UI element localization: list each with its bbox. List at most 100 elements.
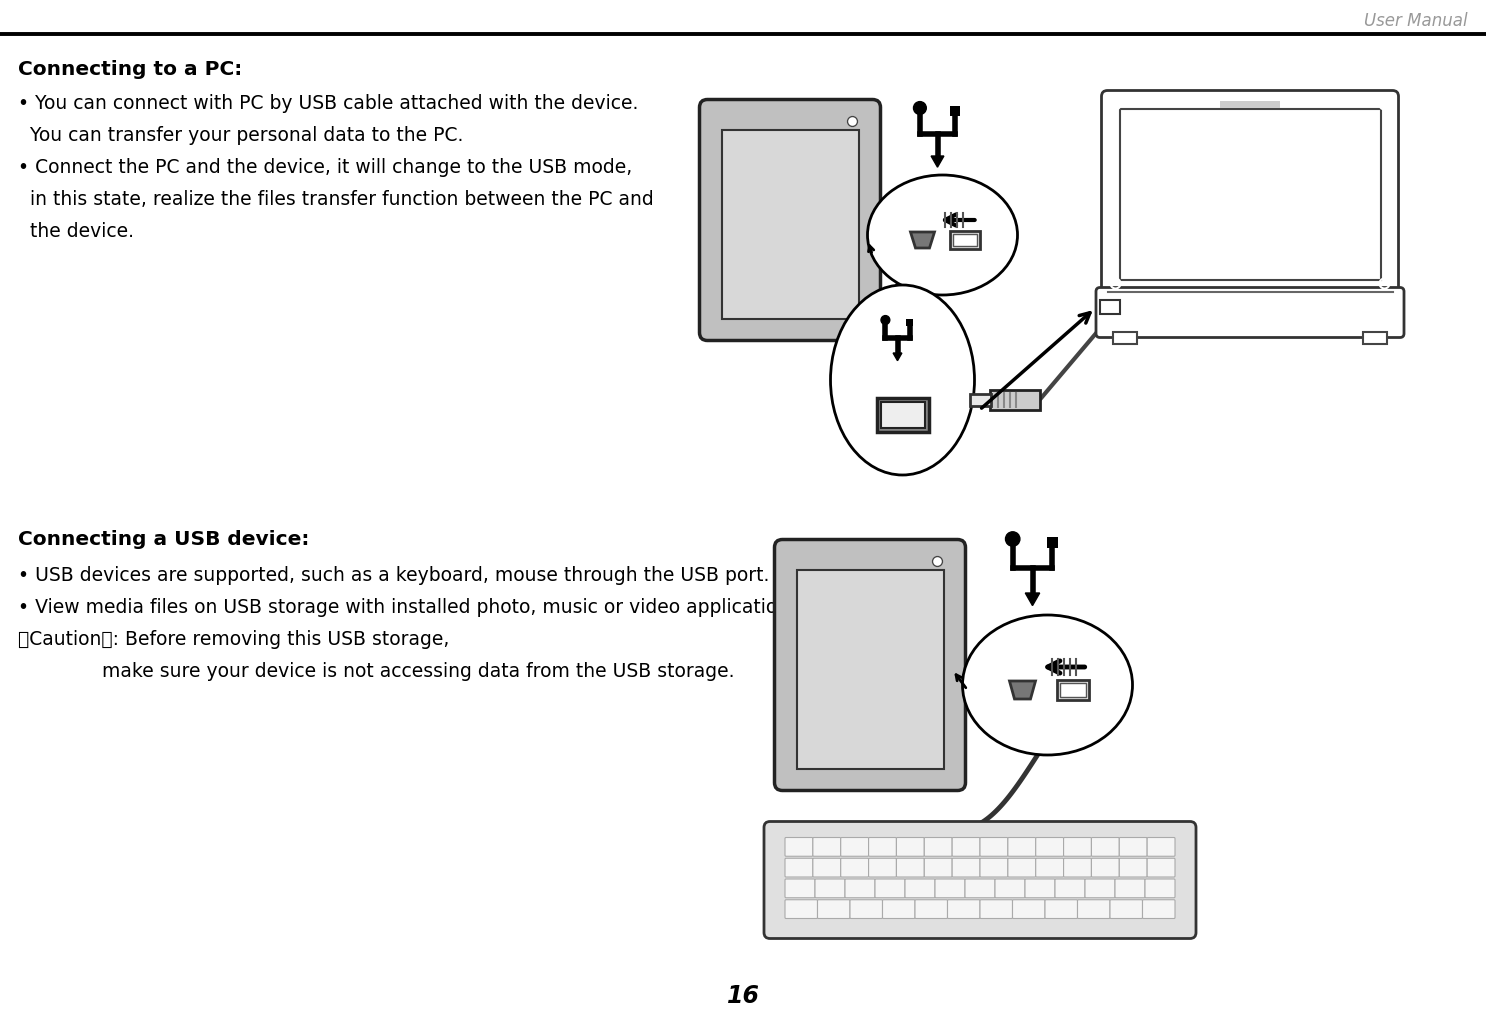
FancyBboxPatch shape (1114, 879, 1146, 898)
FancyBboxPatch shape (1143, 900, 1175, 918)
Text: You can transfer your personal data to the PC.: You can transfer your personal data to t… (18, 126, 464, 145)
Circle shape (881, 316, 890, 324)
Text: • View media files on USB storage with installed photo, music or video applicati: • View media files on USB storage with i… (18, 598, 805, 617)
Ellipse shape (831, 285, 975, 475)
FancyBboxPatch shape (883, 900, 915, 918)
FancyBboxPatch shape (1146, 879, 1175, 898)
Bar (1100, 301, 1120, 314)
FancyBboxPatch shape (850, 900, 883, 918)
FancyBboxPatch shape (953, 837, 979, 857)
Text: in this state, realize the files transfer function between the PC and: in this state, realize the files transfe… (18, 190, 654, 209)
FancyBboxPatch shape (1085, 879, 1114, 898)
FancyBboxPatch shape (935, 879, 964, 898)
Bar (953, 234, 976, 246)
FancyBboxPatch shape (979, 837, 1008, 857)
FancyBboxPatch shape (841, 859, 869, 877)
FancyBboxPatch shape (813, 837, 841, 857)
Polygon shape (1009, 681, 1036, 699)
Polygon shape (932, 156, 944, 167)
FancyBboxPatch shape (1091, 837, 1119, 857)
Text: • Connect the PC and the device, it will change to the USB mode,: • Connect the PC and the device, it will… (18, 158, 632, 177)
FancyBboxPatch shape (1119, 837, 1147, 857)
FancyBboxPatch shape (814, 879, 846, 898)
FancyBboxPatch shape (785, 837, 813, 857)
Text: User Manual: User Manual (1364, 12, 1468, 30)
Text: Connecting to a PC:: Connecting to a PC: (18, 60, 242, 79)
FancyBboxPatch shape (813, 859, 841, 877)
Polygon shape (911, 232, 935, 248)
FancyBboxPatch shape (1119, 859, 1147, 877)
FancyBboxPatch shape (700, 100, 881, 341)
FancyBboxPatch shape (979, 859, 1008, 877)
Polygon shape (1025, 593, 1040, 605)
FancyBboxPatch shape (774, 540, 966, 790)
FancyBboxPatch shape (869, 837, 896, 857)
FancyBboxPatch shape (1097, 287, 1404, 338)
Ellipse shape (963, 615, 1132, 755)
FancyBboxPatch shape (1045, 900, 1077, 918)
FancyBboxPatch shape (785, 900, 817, 918)
FancyBboxPatch shape (915, 900, 948, 918)
FancyBboxPatch shape (1055, 879, 1085, 898)
Circle shape (847, 117, 857, 126)
Bar (722, 129, 859, 318)
FancyBboxPatch shape (817, 900, 850, 918)
Bar (951, 107, 960, 116)
FancyBboxPatch shape (869, 859, 896, 877)
Text: the device.: the device. (18, 222, 134, 241)
FancyBboxPatch shape (1012, 900, 1045, 918)
FancyBboxPatch shape (1036, 837, 1064, 857)
Bar (1057, 680, 1089, 700)
Bar (881, 402, 924, 428)
Bar (1060, 683, 1085, 697)
FancyBboxPatch shape (979, 900, 1012, 918)
FancyBboxPatch shape (1147, 859, 1175, 877)
Bar (1113, 331, 1137, 344)
FancyBboxPatch shape (764, 822, 1196, 939)
Circle shape (1006, 531, 1019, 546)
FancyBboxPatch shape (964, 879, 996, 898)
FancyBboxPatch shape (924, 859, 953, 877)
Ellipse shape (868, 175, 1018, 295)
Bar (1363, 331, 1386, 344)
FancyBboxPatch shape (846, 879, 875, 898)
FancyBboxPatch shape (785, 879, 814, 898)
Text: • USB devices are supported, such as a keyboard, mouse through the USB port.: • USB devices are supported, such as a k… (18, 566, 770, 585)
Text: 【Caution】: Before removing this USB storage,: 【Caution】: Before removing this USB stor… (18, 630, 449, 649)
FancyBboxPatch shape (841, 837, 869, 857)
FancyBboxPatch shape (1110, 900, 1143, 918)
FancyBboxPatch shape (1008, 859, 1036, 877)
Bar (950, 231, 979, 249)
FancyBboxPatch shape (948, 900, 979, 918)
FancyBboxPatch shape (785, 859, 813, 877)
FancyBboxPatch shape (896, 859, 924, 877)
Bar (796, 569, 944, 768)
Polygon shape (893, 353, 902, 361)
Circle shape (914, 102, 926, 115)
FancyBboxPatch shape (1008, 837, 1036, 857)
FancyBboxPatch shape (875, 879, 905, 898)
FancyBboxPatch shape (1147, 837, 1175, 857)
Bar (1220, 101, 1279, 108)
FancyBboxPatch shape (1036, 859, 1064, 877)
FancyBboxPatch shape (924, 837, 953, 857)
FancyBboxPatch shape (1064, 837, 1091, 857)
Bar (877, 398, 929, 432)
Text: Connecting a USB device:: Connecting a USB device: (18, 530, 309, 549)
Text: make sure your device is not accessing data from the USB storage.: make sure your device is not accessing d… (18, 662, 734, 681)
FancyBboxPatch shape (953, 859, 979, 877)
FancyBboxPatch shape (905, 879, 935, 898)
Text: • You can connect with PC by USB cable attached with the device.: • You can connect with PC by USB cable a… (18, 94, 639, 113)
Bar (906, 319, 912, 325)
Bar (1119, 109, 1380, 279)
FancyBboxPatch shape (1091, 859, 1119, 877)
Bar (990, 390, 1040, 410)
Bar (1048, 538, 1058, 548)
Text: 16: 16 (727, 984, 759, 1008)
FancyBboxPatch shape (1101, 90, 1398, 298)
FancyBboxPatch shape (1064, 859, 1091, 877)
Circle shape (933, 556, 942, 566)
FancyBboxPatch shape (1025, 879, 1055, 898)
FancyBboxPatch shape (996, 879, 1025, 898)
FancyBboxPatch shape (896, 837, 924, 857)
